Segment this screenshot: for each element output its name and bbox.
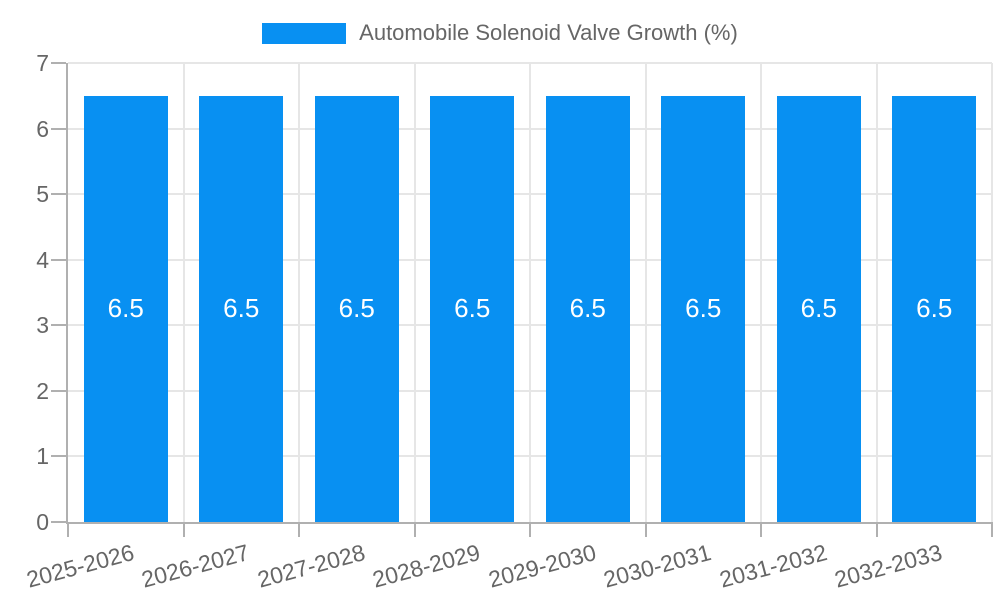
x-axis-tick-label: 2031-2032 [716, 539, 830, 593]
bar-value-label: 6.5 [454, 293, 491, 324]
y-axis-tick-label: 5 [36, 181, 49, 208]
y-axis-tick [51, 389, 66, 392]
bar-value-label: 6.5 [800, 293, 837, 324]
gridline-vertical [298, 63, 300, 522]
gridline-vertical [875, 63, 878, 522]
bar[interactable]: 6.5 [545, 95, 630, 522]
bar[interactable]: 6.5 [776, 95, 861, 522]
x-axis-tick [644, 522, 647, 537]
y-axis-tick [51, 521, 66, 523]
y-axis-tick-label: 0 [36, 509, 49, 535]
x-axis-tick-label: 2030-2031 [600, 539, 714, 593]
bar[interactable]: 6.5 [314, 95, 399, 522]
gridline-vertical [760, 63, 762, 522]
x-axis-tick-label: 2026-2027 [138, 539, 252, 593]
x-axis-tick-label: 2025-2026 [23, 539, 137, 593]
gridline-vertical [644, 63, 647, 522]
bar[interactable]: 6.5 [892, 95, 977, 522]
x-axis-tick [67, 522, 69, 537]
bar-value-label: 6.5 [569, 293, 606, 324]
y-axis-line [66, 63, 68, 522]
legend-swatch [262, 22, 347, 44]
y-axis-tick-label: 4 [36, 246, 49, 273]
bar[interactable]: 6.5 [199, 95, 284, 522]
bar[interactable]: 6.5 [430, 95, 515, 522]
legend[interactable]: Automobile Solenoid Valve Growth (%) [0, 20, 1000, 46]
y-axis-tick [51, 258, 66, 261]
bar-value-label: 6.5 [685, 293, 722, 324]
y-axis-tick-label: 1 [36, 443, 49, 470]
x-axis-tick [182, 522, 185, 537]
legend-label: Automobile Solenoid Valve Growth (%) [359, 20, 738, 45]
y-axis-tick [51, 127, 66, 130]
y-axis-tick-label: 6 [36, 115, 49, 142]
y-axis-tick-label: 7 [36, 50, 49, 76]
x-axis-tick [529, 522, 531, 537]
y-axis-tick-label: 3 [36, 312, 49, 339]
x-axis-tick-label: 2027-2028 [254, 539, 368, 593]
y-axis-tick [51, 324, 66, 327]
y-axis-tick-label: 2 [36, 377, 49, 404]
gridline-vertical [529, 63, 531, 522]
x-axis-tick-label: 2028-2029 [369, 539, 483, 593]
x-axis-tick [413, 522, 416, 537]
y-axis-tick [51, 455, 66, 458]
gridline-vertical [991, 63, 993, 522]
bar[interactable]: 6.5 [83, 95, 168, 522]
bar-value-label: 6.5 [338, 293, 375, 324]
y-axis-tick [51, 193, 66, 196]
x-axis-tick [298, 522, 300, 537]
bar[interactable]: 6.5 [661, 95, 746, 522]
y-axis-tick [51, 62, 66, 64]
gridline-vertical [182, 63, 185, 522]
x-axis-tick-label: 2032-2033 [831, 539, 945, 593]
bar-value-label: 6.5 [916, 293, 953, 324]
bar-value-label: 6.5 [107, 293, 144, 324]
x-axis-tick [875, 522, 878, 537]
gridline-vertical [413, 63, 416, 522]
x-axis-tick [991, 522, 993, 537]
bar-value-label: 6.5 [223, 293, 260, 324]
x-axis-tick-label: 2029-2030 [485, 539, 599, 593]
x-axis-tick [760, 522, 762, 537]
